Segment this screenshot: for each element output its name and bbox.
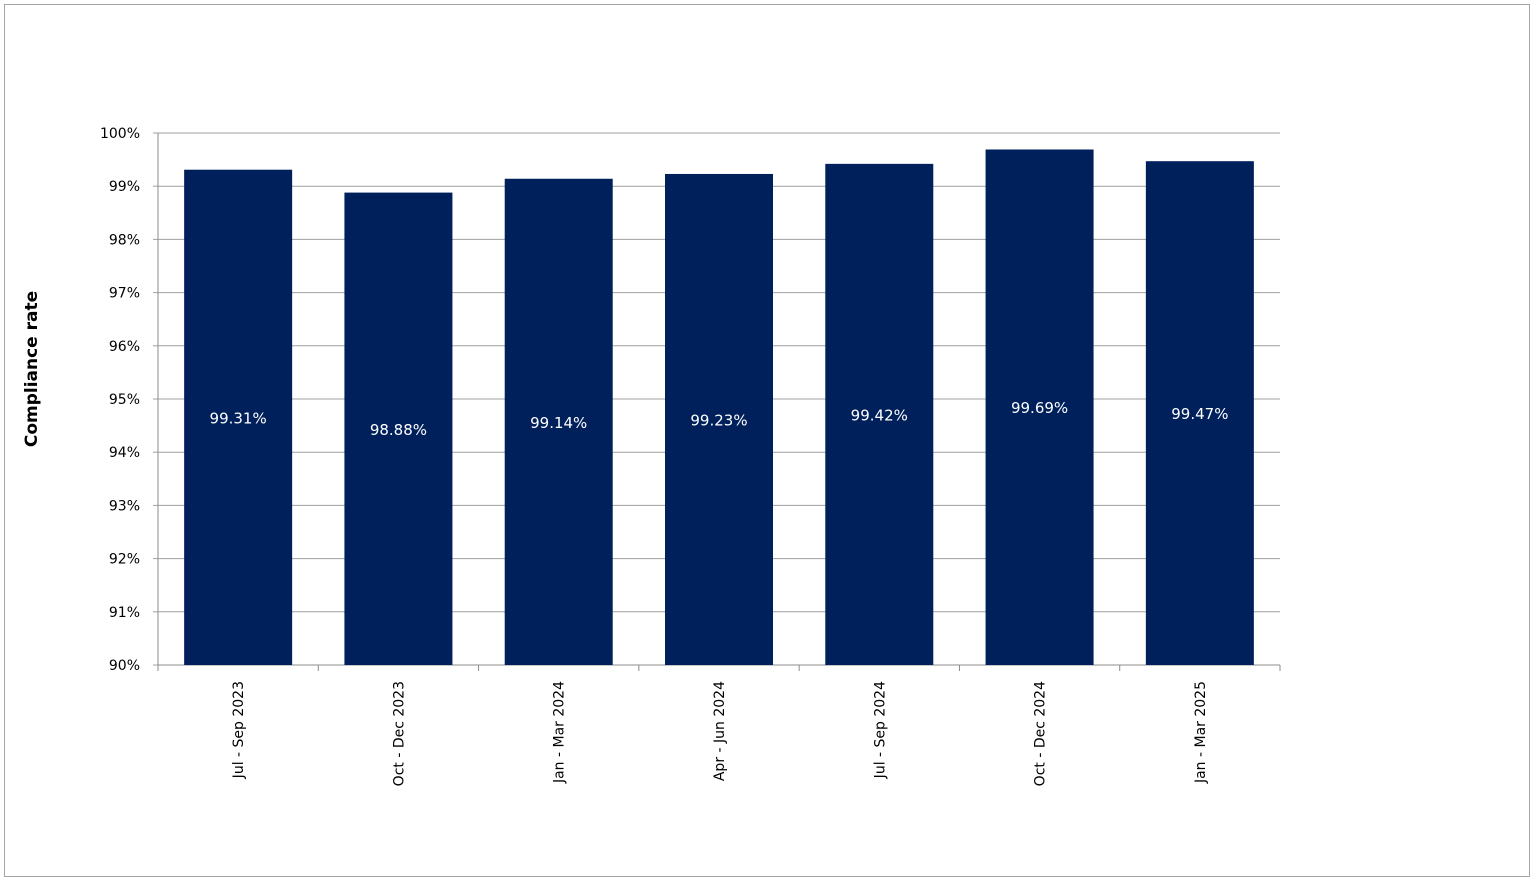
y-tick-label: 100% [100,126,140,142]
data-label: 98.88% [370,421,427,439]
bar [1145,161,1254,666]
x-tick-label: Oct - Dec 2023 [391,681,407,786]
bar [184,169,293,665]
data-label: 99.47% [1171,405,1228,423]
y-tick-label: 96% [109,339,140,355]
y-tick-label: 90% [109,658,140,674]
data-label: 99.42% [851,406,908,424]
y-tick-label: 97% [109,286,140,302]
bar [985,149,1094,665]
bar [504,178,613,665]
x-tick-label: Apr - Jun 2024 [712,681,728,781]
chart-frame [4,4,1530,877]
y-tick-label: 94% [109,445,140,461]
y-tick-label: 98% [109,232,140,248]
data-label: 99.14% [530,414,587,432]
x-tick-label: Jul - Sep 2024 [872,681,888,779]
x-tick-label: Jul - Sep 2023 [231,681,247,779]
bar [344,192,453,666]
y-tick-label: 91% [109,605,140,621]
x-tick-label: Jan - Mar 2025 [1193,681,1209,784]
y-axis-label: Compliance rate [22,291,42,447]
bar [825,163,934,665]
y-tick-label: 93% [109,498,140,514]
y-tick-label: 92% [109,552,140,568]
bar [665,173,773,666]
y-tick-label: 95% [109,392,140,408]
y-tick-label: 99% [109,179,140,195]
data-label: 99.31% [210,409,267,427]
data-label: 99.69% [1011,399,1068,417]
x-tick-label: Oct - Dec 2024 [1033,681,1049,786]
x-tick-label: Jan - Mar 2024 [552,681,568,784]
data-label: 99.23% [690,411,747,429]
